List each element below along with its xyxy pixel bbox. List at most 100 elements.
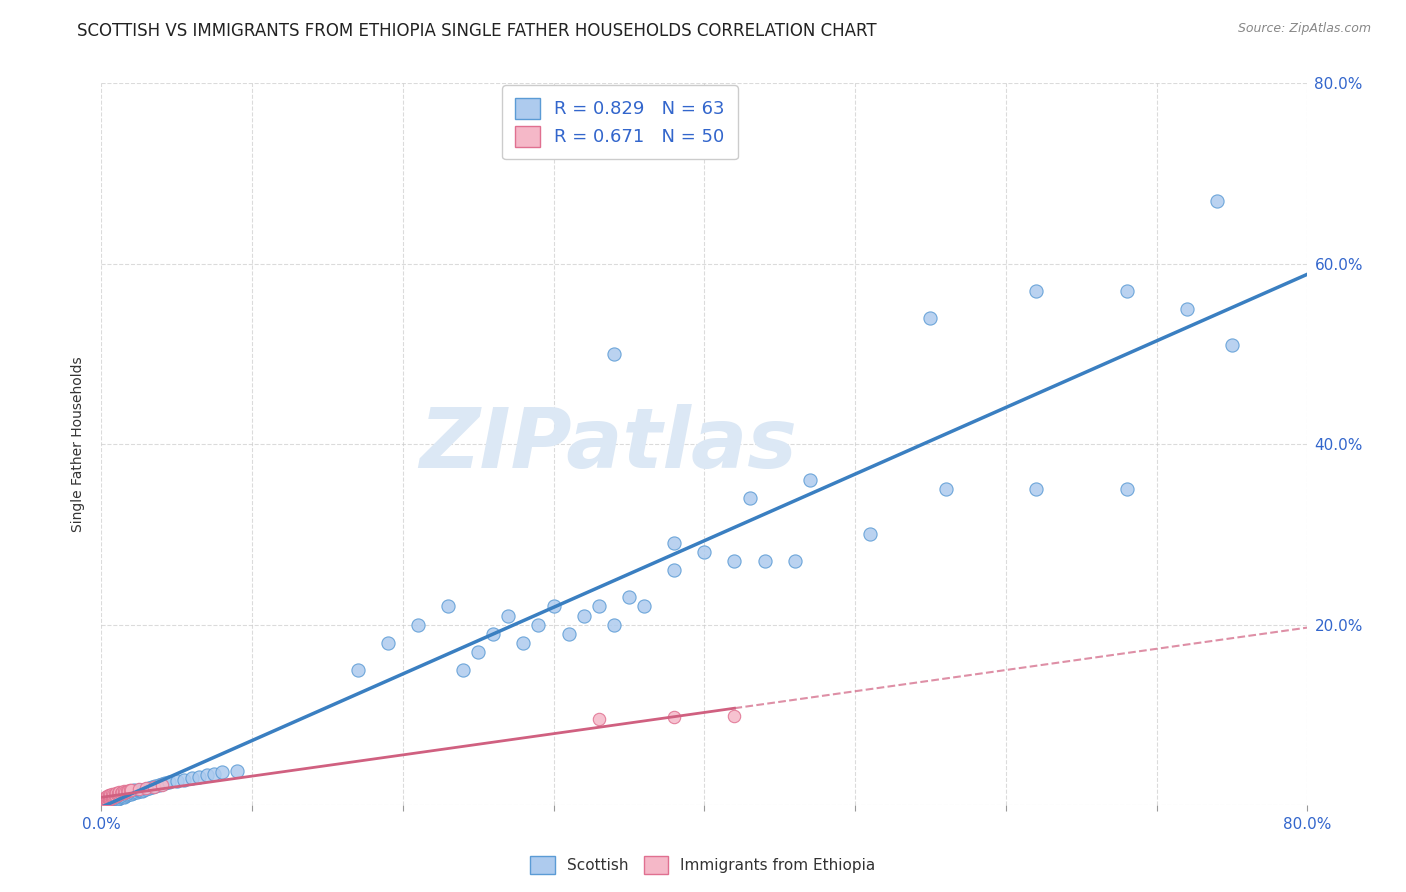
Point [141,780,163,794]
Point [738,491,761,506]
Point [105,790,128,805]
Point [603,347,626,361]
Legend: R = 0.829   N = 63, R = 0.671   N = 50: R = 0.829 N = 63, R = 0.671 N = 50 [502,86,738,160]
Point [723,708,745,723]
Point [1115,482,1137,496]
Point [482,626,505,640]
Text: Source: ZipAtlas.com: Source: ZipAtlas.com [1237,22,1371,36]
Point [93,793,115,807]
Point [128,782,150,797]
Point [118,783,141,797]
Point [543,599,565,614]
Point [96,789,118,804]
Point [110,788,132,802]
Point [97,788,120,802]
Point [148,778,170,792]
Point [112,784,135,798]
Text: SCOTTISH VS IMMIGRANTS FROM ETHIOPIA SINGLE FATHER HOUSEHOLDS CORRELATION CHART: SCOTTISH VS IMMIGRANTS FROM ETHIOPIA SIN… [77,22,877,40]
Point [572,608,595,623]
Point [437,599,460,614]
Point [135,780,157,795]
Point [153,776,176,790]
Point [935,482,957,496]
Point [498,608,520,623]
Point [91,795,114,809]
Point [103,792,125,806]
Point [112,786,135,800]
Point [202,767,225,781]
Point [94,792,117,806]
Point [346,663,368,677]
Point [107,788,129,802]
Point [557,626,579,640]
Text: ZIPatlas: ZIPatlas [419,404,797,484]
Point [920,310,942,325]
Point [512,635,534,649]
Point [1025,284,1047,298]
Y-axis label: Single Father Households: Single Father Households [72,357,86,532]
Point [195,768,218,782]
Point [138,780,160,795]
Point [105,786,128,800]
Point [97,792,120,806]
Point [112,789,135,804]
Point [108,790,131,805]
Point [783,554,806,568]
Point [107,791,129,805]
Point [100,790,122,805]
Point [451,663,474,677]
Point [110,789,132,804]
Point [120,785,142,799]
Legend: Scottish, Immigrants from Ethiopia: Scottish, Immigrants from Ethiopia [524,850,882,880]
Point [617,591,640,605]
Point [96,789,118,803]
Point [108,789,131,803]
Point [120,783,142,797]
Point [188,770,211,784]
Point [93,795,115,809]
Point [108,787,131,801]
Point [117,785,139,799]
Point [105,789,128,803]
Point [98,789,121,804]
Point [129,783,152,797]
Point [150,777,173,791]
Point [132,782,155,797]
Point [96,793,118,807]
Point [97,789,120,803]
Point [97,793,120,807]
Point [110,786,132,800]
Point [128,781,150,796]
Point [94,790,117,805]
Point [633,599,655,614]
Point [94,795,117,809]
Point [662,710,685,724]
Point [1175,301,1198,316]
Point [108,785,131,799]
Point [111,787,134,801]
Point [112,788,135,802]
Point [122,786,145,800]
Point [135,781,157,796]
Point [662,563,685,577]
Point [211,765,233,780]
Point [377,635,399,649]
Point [98,788,121,802]
Point [103,789,125,804]
Point [603,617,626,632]
Point [799,473,821,487]
Point [173,772,195,787]
Point [128,784,150,798]
Point [180,771,202,785]
Point [103,788,125,802]
Point [94,794,117,808]
Point [124,783,146,797]
Point [114,787,136,801]
Point [97,791,120,805]
Point [104,787,127,801]
Point [150,778,173,792]
Point [97,790,120,805]
Point [111,785,134,799]
Point [96,793,118,807]
Point [91,793,114,807]
